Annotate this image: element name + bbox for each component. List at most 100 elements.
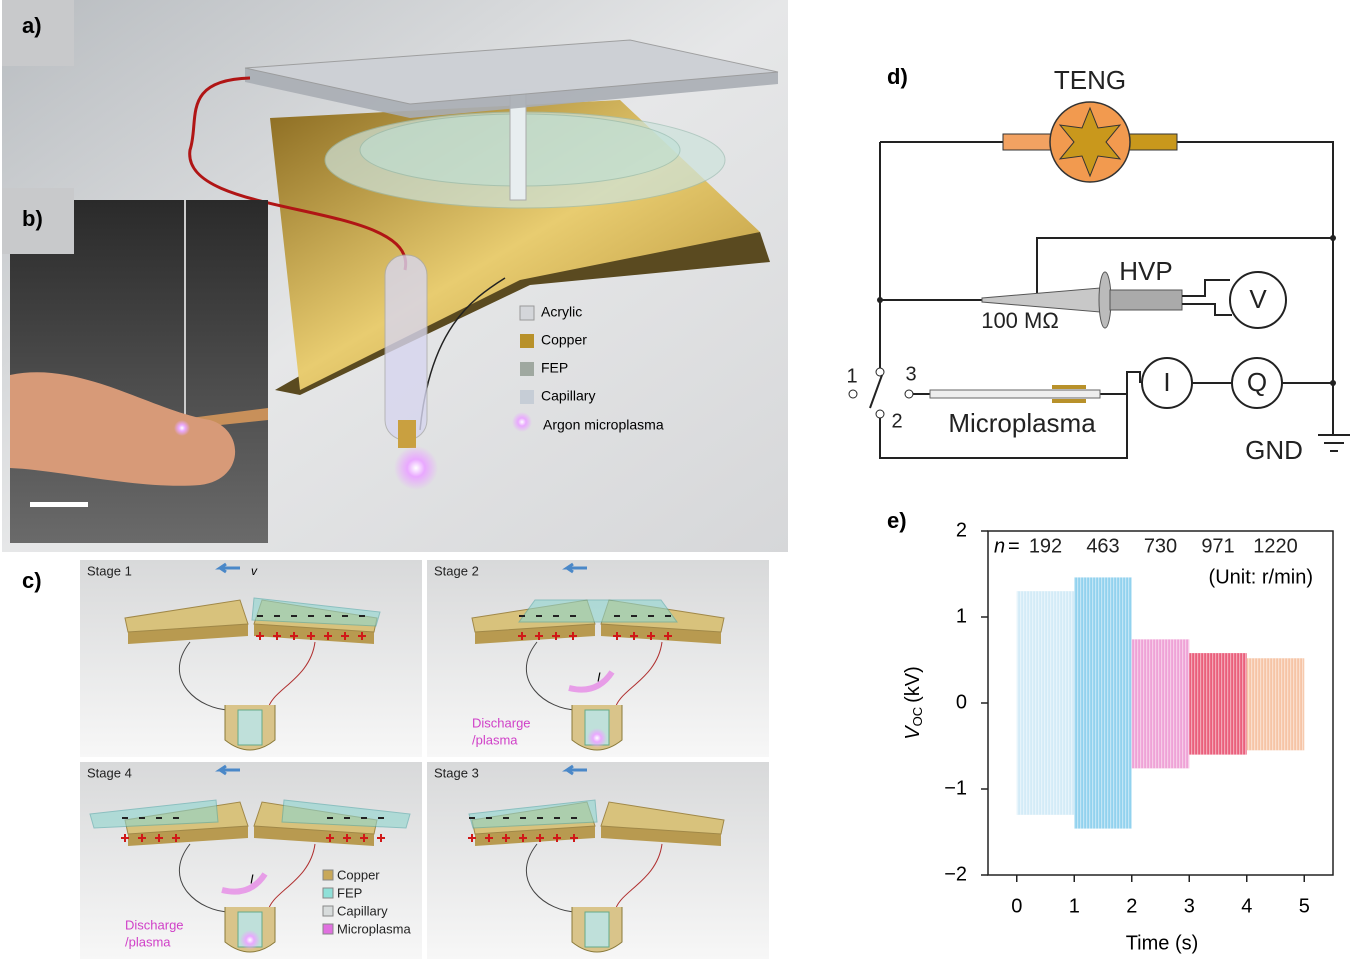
- legend-label: Copper: [337, 867, 380, 882]
- current-label: I: [597, 669, 601, 684]
- copper-edge: [275, 232, 770, 395]
- copper-front: [254, 826, 374, 846]
- panel-b: b): [2, 188, 268, 543]
- switch-terminal: [848, 389, 858, 399]
- legend-swatch: [520, 334, 534, 348]
- wire: [614, 843, 663, 913]
- legend-swatch: [520, 390, 534, 404]
- label-box: [2, 0, 74, 66]
- plus-sign: [290, 632, 298, 640]
- label-box: [2, 188, 74, 254]
- x-tick-label: 0: [1011, 895, 1022, 917]
- minus-sign: [648, 615, 654, 617]
- switch-terminal: [904, 389, 914, 399]
- speed-label: 730: [1144, 535, 1177, 557]
- charge-meter: [1231, 357, 1283, 409]
- plus-sign: [256, 632, 264, 640]
- minus-sign: [156, 817, 162, 819]
- stage: Stage 1 v: [80, 560, 422, 757]
- capillary-core: [237, 709, 263, 746]
- discharge-label: /plasma: [472, 732, 518, 747]
- current-arrow: [221, 872, 268, 895]
- legend-swatch: [322, 923, 334, 935]
- plus-sign: [570, 834, 578, 842]
- plus-sign: [155, 834, 163, 842]
- minus-sign: [631, 615, 637, 617]
- minus-sign: [173, 817, 179, 819]
- minus-sign: [342, 615, 348, 617]
- minus-sign: [469, 817, 475, 819]
- legend-swatch: [322, 887, 334, 899]
- minus-sign: [257, 615, 263, 617]
- plus-sign: [358, 632, 366, 640]
- discharge-label: Discharge: [472, 715, 531, 730]
- speed-label: 1220: [1253, 535, 1298, 557]
- ammeter: [1141, 357, 1193, 409]
- legend-label: FEP: [337, 885, 362, 900]
- velocity-arrow: [215, 562, 240, 574]
- wires: [879, 141, 1334, 459]
- minus-sign: [520, 817, 526, 819]
- minus-sign: [122, 817, 128, 819]
- teng-lead: [1126, 133, 1178, 151]
- stage: Stage 3: [427, 762, 769, 959]
- teng-label: TENG: [1054, 65, 1126, 95]
- oscillation-texture: [1074, 577, 1132, 829]
- plus-sign: [343, 834, 351, 842]
- minus-sign: [274, 615, 280, 617]
- panel-label: b): [22, 206, 43, 231]
- plus-sign: [273, 632, 281, 640]
- switch-terminal: [875, 409, 885, 419]
- plus-sign: [121, 834, 129, 842]
- panel-e: e) 192 463 730 971 1220 n = (Unit: r/min) 0 1 2 3 4 5…: [887, 508, 1334, 954]
- plus-sign: [552, 632, 560, 640]
- velocity-arrow: [562, 764, 587, 776]
- wire: [525, 843, 578, 913]
- minus-sign: [503, 817, 509, 819]
- plus-sign: [536, 834, 544, 842]
- speed-symbol: n: [994, 535, 1005, 557]
- oscillation-texture: [1016, 591, 1075, 815]
- plus-sign: [326, 834, 334, 842]
- minus-sign: [359, 615, 365, 617]
- velocity-arrow: [215, 764, 240, 776]
- legend-label: Capillary: [337, 903, 388, 918]
- minus-sign: [361, 817, 367, 819]
- y-tick-label: −2: [944, 863, 967, 885]
- ground-symbol: [1318, 434, 1350, 452]
- copper-front: [601, 624, 721, 644]
- node: [1330, 380, 1336, 386]
- minus-sign: [536, 615, 542, 617]
- node: [877, 297, 883, 303]
- panel-d: d) TENG HVP V 100 MΩ 1 2 3 Microplasma I…: [846, 64, 1350, 465]
- oscillation-texture: [1246, 658, 1305, 751]
- x-tick-label: 1: [1069, 895, 1080, 917]
- plus-sign: [172, 834, 180, 842]
- y-axis-label: VOC (kV): [902, 666, 925, 740]
- plus-sign: [535, 632, 543, 640]
- minus-sign: [570, 615, 576, 617]
- minus-sign: [325, 615, 331, 617]
- switch-label: 2: [891, 410, 902, 432]
- plus-sign: [553, 834, 561, 842]
- plus-sign: [519, 834, 527, 842]
- minus-sign: [614, 615, 620, 617]
- y-label-unit: (kV): [902, 666, 924, 703]
- finger: [10, 372, 236, 486]
- x-tick-label: 5: [1299, 895, 1310, 917]
- plus-sign: [138, 834, 146, 842]
- discharge-label: /plasma: [125, 934, 171, 949]
- legend-a: Acrylic Copper FEP Capillary Argon micro…: [512, 304, 664, 433]
- wire: [614, 641, 663, 711]
- teng-lead: [1002, 133, 1054, 151]
- charge-meter-label: Q: [1247, 367, 1267, 397]
- y-tick-label: 1: [956, 605, 967, 627]
- minus-sign: [554, 817, 560, 819]
- switch-terminal: [875, 367, 885, 377]
- legend-label: Microplasma: [337, 921, 411, 936]
- switch-blade: [869, 374, 883, 409]
- probe-handle: [1109, 289, 1183, 311]
- minus-sign: [291, 615, 297, 617]
- legend-swatch: [520, 362, 534, 376]
